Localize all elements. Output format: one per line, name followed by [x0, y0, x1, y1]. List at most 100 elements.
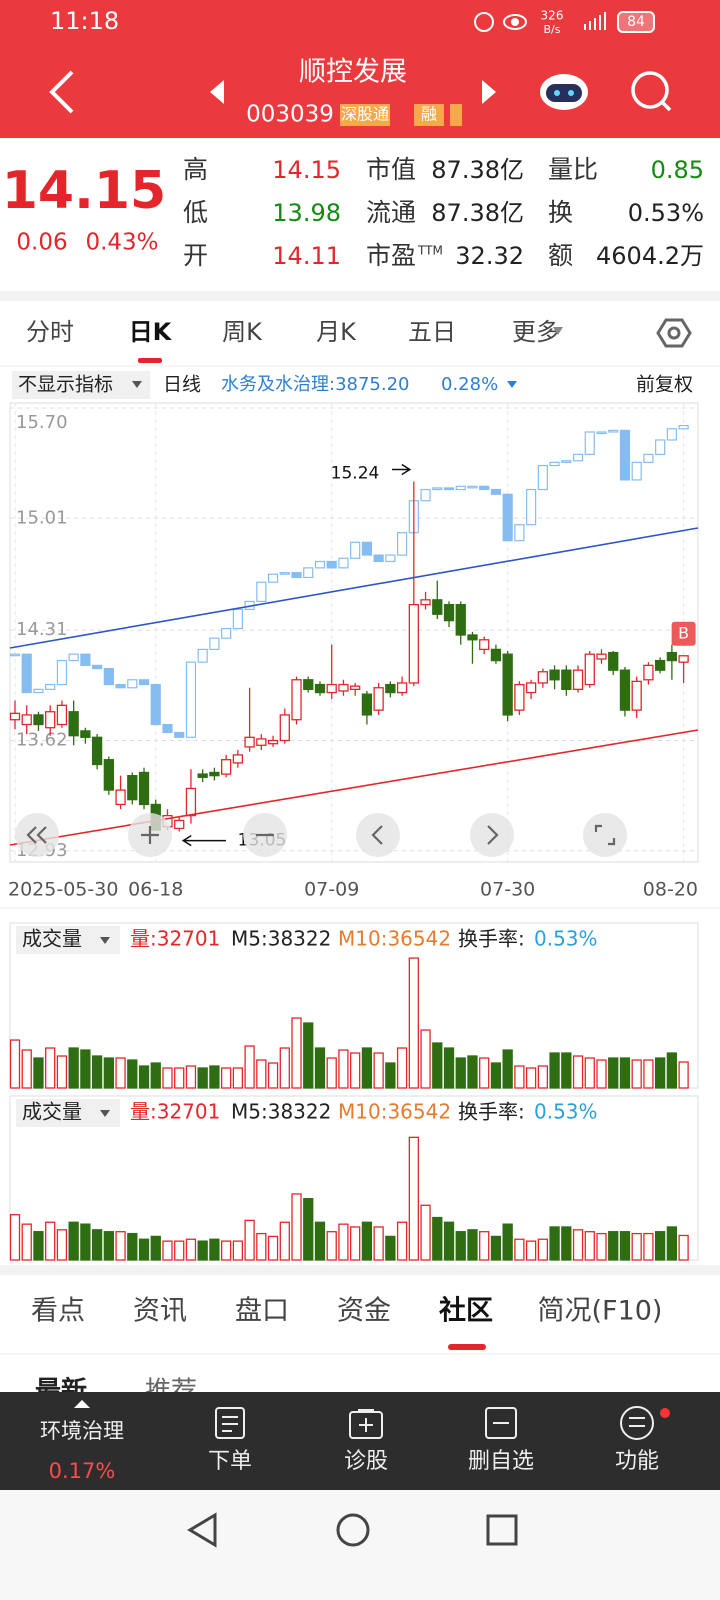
action[interactable]: 下单	[208, 1449, 252, 1474]
section-tab[interactable]: 简况(F10)	[538, 1296, 663, 1327]
volume-bar	[631, 1059, 642, 1089]
back-button[interactable]	[49, 70, 74, 114]
volume-bar	[420, 1029, 431, 1089]
tag-bg	[450, 104, 462, 126]
more-arrow	[553, 327, 563, 335]
candle-body	[432, 599, 443, 615]
volume-bar	[127, 1232, 138, 1261]
overlay[interactable]: 水务及水治理:3875.20	[221, 374, 410, 395]
overlay-candle	[467, 485, 478, 489]
volume-bar	[408, 957, 419, 1089]
volume-bar	[80, 1049, 91, 1089]
annotation-arrow	[392, 463, 412, 476]
volume-bar	[350, 1226, 361, 1261]
volume-bar	[33, 1231, 44, 1261]
section-tab[interactable]: 盘口	[235, 1296, 289, 1327]
notification-dot	[660, 1408, 670, 1418]
indicator-bg[interactable]	[12, 371, 150, 399]
candle-body	[350, 685, 361, 691]
move-left[interactable]	[356, 813, 400, 857]
volume-bar	[596, 1232, 607, 1261]
volume-bar	[514, 1065, 525, 1089]
candle-body	[103, 759, 114, 791]
overlay-candle	[373, 554, 384, 563]
volume-bar	[572, 1229, 584, 1261]
prev-stock[interactable]	[210, 80, 224, 104]
volume-bar	[385, 1235, 396, 1261]
overlay-candle	[9, 653, 21, 657]
section-tabs: 看点 资讯 盘口 资金 社区 简况(F10)	[31, 1295, 662, 1327]
clock: 11:18	[50, 7, 119, 35]
candle-body	[490, 648, 502, 662]
buy-marker: B	[678, 623, 689, 642]
overlay-candle	[655, 439, 666, 455]
section-tab[interactable]: 看点	[31, 1296, 85, 1327]
candle-body	[408, 603, 419, 684]
stock-code: 003039	[246, 102, 334, 128]
period-tab[interactable]: 周K	[222, 318, 263, 346]
action[interactable]: 诊股	[344, 1449, 388, 1474]
section-tab[interactable]: 资金	[337, 1296, 391, 1327]
period-tab[interactable]: 五日	[408, 318, 456, 346]
period-tab[interactable]: 分时	[26, 318, 74, 346]
overlay-candle	[385, 554, 396, 563]
volume-bar	[150, 1235, 161, 1261]
volume-bar	[232, 1067, 244, 1089]
stat-value: 0.53%	[628, 199, 704, 227]
overlay-candle	[103, 667, 114, 686]
overlay-candle	[197, 648, 208, 663]
volume-bar	[91, 1229, 103, 1261]
search-icon[interactable]	[631, 71, 672, 112]
volume-bar	[338, 1223, 349, 1261]
move-right[interactable]	[470, 813, 514, 857]
volume-bar	[9, 1214, 21, 1261]
nav-back[interactable]	[187, 1512, 217, 1548]
volume-bar	[244, 1219, 255, 1261]
candle-body	[608, 651, 619, 671]
action[interactable]: 功能	[615, 1449, 659, 1474]
volume-label: 成交量	[22, 927, 82, 951]
tab-indicator	[138, 358, 162, 363]
volume-bar	[490, 1062, 502, 1089]
section-tab[interactable]: 社区	[439, 1295, 493, 1327]
volume-bar	[185, 1065, 197, 1089]
period-tab[interactable]: 更多	[512, 318, 560, 346]
candle-body	[631, 680, 642, 711]
section-tab[interactable]: 资讯	[133, 1296, 187, 1327]
nav-home[interactable]	[336, 1513, 370, 1547]
divider	[0, 291, 720, 301]
candle-body	[291, 679, 302, 721]
volume-bar	[45, 1221, 56, 1261]
nav-recent[interactable]	[486, 1514, 518, 1546]
volume-bar	[267, 1062, 279, 1089]
volume-bar	[361, 1047, 373, 1089]
action[interactable]: 删自选	[468, 1449, 534, 1474]
volume-bar	[256, 1059, 267, 1089]
adjust[interactable]: 前复权	[636, 374, 693, 396]
volume-bar	[467, 1055, 478, 1089]
sector[interactable]: 环境治理	[40, 1419, 124, 1443]
volume-bar	[127, 1059, 138, 1089]
volume-bar	[174, 1067, 185, 1089]
volume-bar	[619, 1231, 631, 1261]
overlay-candle	[455, 485, 466, 491]
candle-body	[361, 693, 373, 716]
overlay-candle	[432, 487, 443, 491]
candle-body	[68, 711, 79, 737]
volume-bar	[103, 1057, 114, 1089]
tag: 融	[421, 105, 437, 124]
next-stock[interactable]	[482, 80, 496, 104]
indicator[interactable]: 不显示指标	[18, 374, 113, 396]
stat-label: 换	[548, 198, 573, 227]
robot-icon[interactable]	[540, 74, 588, 110]
volume-bar	[91, 1055, 103, 1089]
period-tab[interactable]: 日K	[129, 318, 173, 346]
high-annotation: 15.24	[331, 464, 380, 484]
fullscreen[interactable]	[583, 813, 627, 857]
volume-bar	[572, 1055, 584, 1089]
volume-bar	[655, 1057, 666, 1089]
settings-icon[interactable]	[656, 318, 692, 348]
period-tab[interactable]: 月K	[316, 318, 357, 346]
volume-bar	[631, 1232, 642, 1261]
